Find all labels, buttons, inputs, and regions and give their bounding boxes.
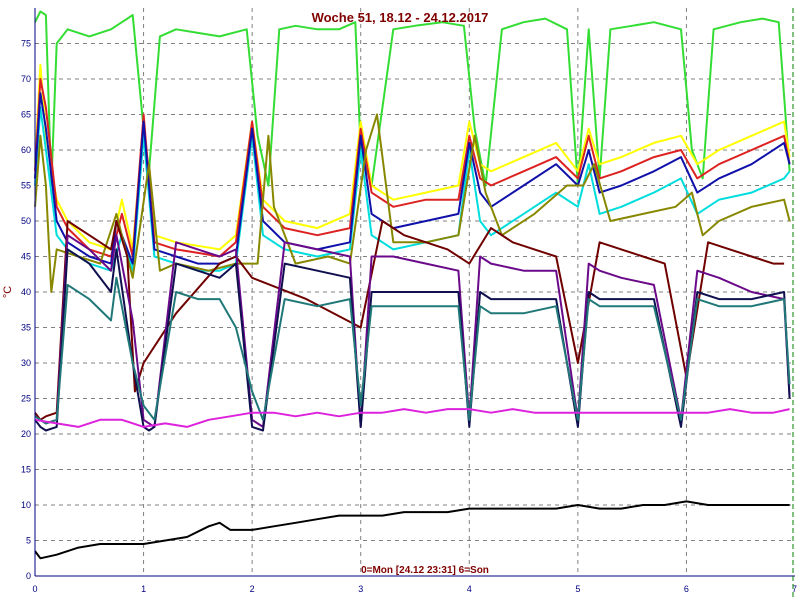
- y-tick-label: 0: [26, 571, 31, 581]
- x-tick-label: 6: [684, 584, 689, 594]
- series-line-7: [34, 220, 785, 421]
- y-tick-label: 30: [21, 358, 31, 368]
- y-tick-label: 15: [21, 465, 31, 475]
- y-tick-label: 70: [21, 74, 31, 84]
- series-line-12: [34, 500, 790, 560]
- y-tick-label: 45: [21, 252, 31, 262]
- y-tick-label: 5: [26, 536, 31, 546]
- y-tick-label: 20: [21, 429, 31, 439]
- chart-footer: 0=Mon [24.12 23:31] 6=Son: [361, 565, 489, 576]
- series-line-6: [34, 113, 791, 293]
- y-tick-label: 50: [21, 216, 31, 226]
- x-tick-label: 7: [792, 584, 797, 594]
- y-axis-label: °C: [2, 286, 14, 298]
- chart-title: Woche 51, 18.12 - 24.12.2017: [312, 10, 489, 25]
- y-tick-label: 40: [21, 287, 31, 297]
- x-tick-label: 1: [141, 584, 146, 594]
- series-group: [34, 10, 791, 560]
- y-tick-label: 75: [21, 39, 31, 49]
- y-tick-label: 65: [21, 110, 31, 120]
- x-tick-label: 4: [467, 584, 472, 594]
- x-tick-label: 2: [250, 584, 255, 594]
- y-tick-label: 55: [21, 181, 31, 191]
- x-tick-label: 3: [358, 584, 363, 594]
- y-tick-label: 60: [21, 145, 31, 155]
- y-tick-label: 10: [21, 500, 31, 510]
- y-tick-label: 35: [21, 323, 31, 333]
- x-tick-labels: 0 1 2 3 4 5 6 7: [32, 584, 797, 594]
- y-tick-label: 25: [21, 394, 31, 404]
- series-line-2: [34, 63, 791, 251]
- x-tick-label: 5: [575, 584, 580, 594]
- series-line-11: [34, 408, 790, 428]
- series-line-10: [34, 276, 791, 425]
- y-tick-labels: 0 5 10 15 20 25 30 35 40 45 50 55 60 65 70 75: [21, 39, 31, 582]
- x-tick-label: 0: [32, 584, 37, 594]
